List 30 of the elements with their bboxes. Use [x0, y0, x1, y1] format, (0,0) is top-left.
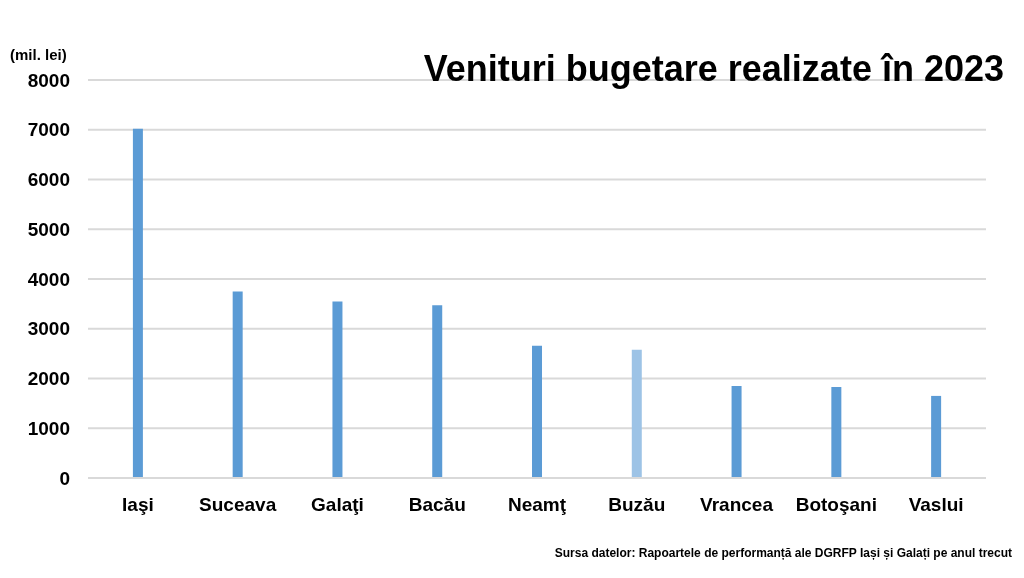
- y-tick-label: 6000: [27, 169, 70, 191]
- y-tick-label: 5000: [27, 218, 70, 240]
- y-tick-label: 1000: [27, 417, 70, 439]
- x-tick-label: Neamţ: [507, 494, 567, 516]
- chart-title: Venituri bugetare realizate în 2023: [423, 48, 1004, 90]
- bar: [931, 395, 942, 478]
- x-tick-label: Buzău: [608, 494, 666, 516]
- x-tick-label: Botoşani: [795, 494, 877, 516]
- x-tick-label: Vrancea: [700, 494, 774, 516]
- y-tick-label: 7000: [27, 119, 70, 141]
- x-tick-label: Galaţi: [311, 494, 364, 516]
- bar: [631, 349, 642, 478]
- bar: [831, 386, 842, 478]
- y-tick-label: 8000: [27, 69, 70, 91]
- x-tick-label: Iaşi: [122, 494, 154, 516]
- x-tick-label: Bacău: [408, 494, 466, 516]
- y-tick-label: 3000: [27, 318, 70, 340]
- bar: [332, 301, 343, 478]
- bar: [432, 305, 443, 478]
- y-tick-label: 4000: [27, 268, 70, 290]
- y-tick-label: 2000: [27, 368, 70, 390]
- bar: [232, 291, 243, 478]
- y-axis-title: (mil. lei): [10, 46, 67, 63]
- x-tick-label: Suceava: [199, 494, 277, 516]
- bar: [731, 385, 742, 478]
- text: Sursa datelor: Rapoartele de performanță ale DGRFP Iași și Galați pe anul trecut: [554, 546, 1012, 560]
- y-tick-label: 0: [59, 467, 70, 489]
- bar: [532, 345, 543, 478]
- x-tick-label: Vaslui: [908, 494, 964, 516]
- bar: [132, 128, 143, 478]
